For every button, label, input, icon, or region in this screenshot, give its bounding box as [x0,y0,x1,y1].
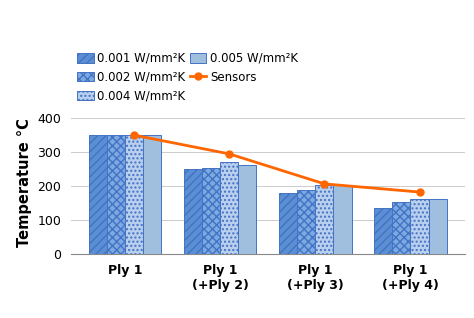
Bar [333,184,352,254]
Bar [220,162,238,254]
Bar [374,208,392,254]
Y-axis label: Temperature °C: Temperature °C [17,118,32,247]
Bar [297,190,315,254]
Bar [143,135,161,254]
Bar [238,165,256,254]
Bar [202,168,220,254]
Bar [410,199,428,254]
Bar [125,135,143,254]
Bar [279,193,297,254]
Bar [315,184,333,254]
Bar [392,202,410,254]
Bar [107,135,125,254]
Bar [428,199,447,254]
Legend: 0.001 W/mm²K, 0.002 W/mm²K, 0.004 W/mm²K, 0.005 W/mm²K, Sensors: 0.001 W/mm²K, 0.002 W/mm²K, 0.004 W/mm²K… [77,52,298,102]
Bar [184,169,202,254]
Bar [89,135,107,254]
